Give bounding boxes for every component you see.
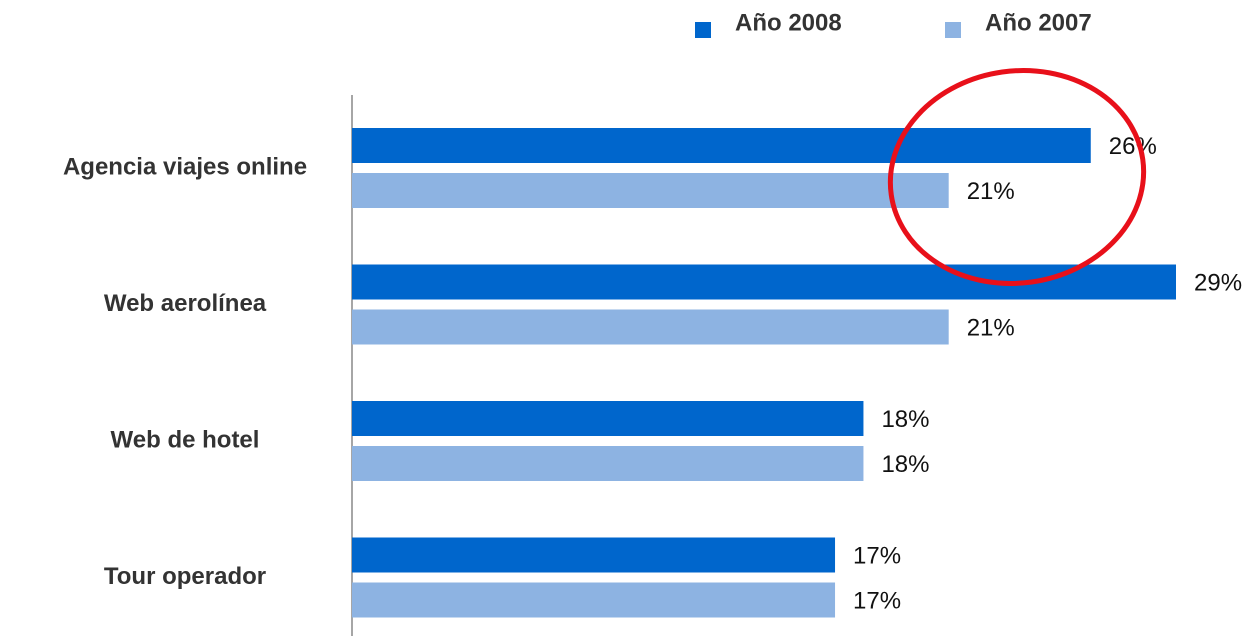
bar xyxy=(352,446,864,481)
value-label: 17% xyxy=(853,542,901,569)
category-label: Agencia viajes online xyxy=(63,153,307,180)
category-label: Web aerolínea xyxy=(104,290,267,317)
legend-swatch xyxy=(945,22,961,38)
legend-label: Año 2007 xyxy=(985,9,1092,36)
category-label: Web de hotel xyxy=(111,426,260,453)
bar xyxy=(352,537,836,573)
value-label: 21% xyxy=(967,178,1015,205)
legend-swatch xyxy=(695,22,711,38)
bar xyxy=(352,128,1091,163)
category-label: Tour operador xyxy=(104,563,266,590)
highlight-ellipse xyxy=(887,68,1147,286)
bar xyxy=(352,582,836,618)
bar xyxy=(352,309,949,345)
bar xyxy=(352,173,949,208)
value-label: 17% xyxy=(853,587,901,614)
legend-label: Año 2008 xyxy=(735,9,842,36)
value-label: 18% xyxy=(881,451,929,478)
bar xyxy=(352,401,864,436)
value-label: 18% xyxy=(881,406,929,433)
bar xyxy=(352,264,1176,300)
value-label: 21% xyxy=(967,314,1015,341)
value-label: 26% xyxy=(1109,133,1157,160)
value-label: 29% xyxy=(1194,269,1242,296)
